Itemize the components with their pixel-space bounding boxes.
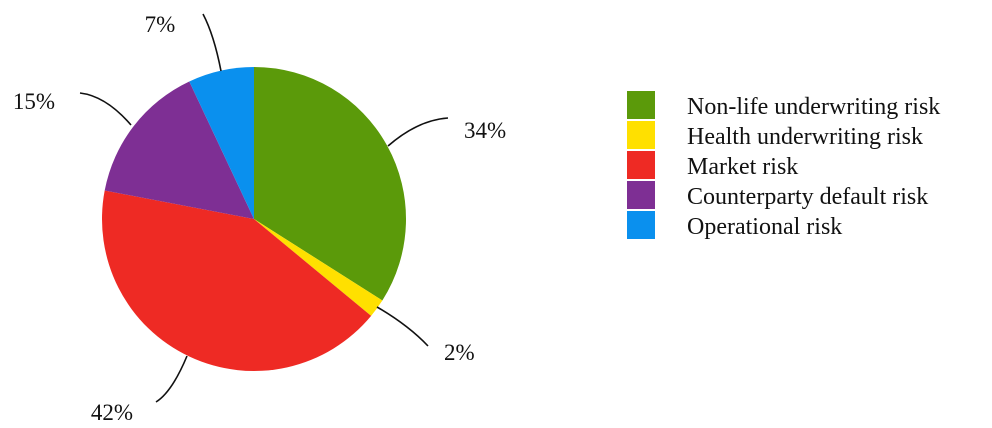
leader-line xyxy=(79,92,132,126)
pie-slice-non-life-underwriting-risk xyxy=(254,67,407,301)
legend-label: Counterparty default risk xyxy=(687,184,928,210)
legend-label: Health underwriting risk xyxy=(687,124,923,150)
legend-swatch xyxy=(627,181,655,209)
legend-swatch xyxy=(627,151,655,179)
pie-slice-health-underwriting-risk xyxy=(254,219,383,316)
legend-swatch xyxy=(627,121,655,149)
pie-slices xyxy=(101,67,407,372)
legend-swatch xyxy=(627,211,655,239)
pie-slice-market-risk xyxy=(101,190,372,372)
leader-line xyxy=(155,355,188,403)
legend-label: Operational risk xyxy=(687,214,842,240)
legend-label: Non-life underwriting risk xyxy=(687,94,940,120)
pie-slice-counterparty-default-risk xyxy=(104,81,254,219)
legend-label: Market risk xyxy=(687,154,798,180)
data-label: 15% xyxy=(13,89,55,114)
legend: Non-life underwriting risk Health underwr… xyxy=(627,91,940,240)
leader-lines xyxy=(79,13,449,403)
data-label: 7% xyxy=(145,12,176,37)
leader-line xyxy=(387,117,449,147)
percentage-labels: 34% 2% 42% 15% 7% xyxy=(13,12,506,425)
leader-line xyxy=(202,13,222,72)
pie-slice-operational-risk xyxy=(189,67,254,219)
data-label: 2% xyxy=(444,340,475,365)
data-label: 34% xyxy=(464,118,506,143)
data-label: 42% xyxy=(91,400,133,425)
legend-swatch xyxy=(627,91,655,119)
leader-line xyxy=(376,306,429,347)
